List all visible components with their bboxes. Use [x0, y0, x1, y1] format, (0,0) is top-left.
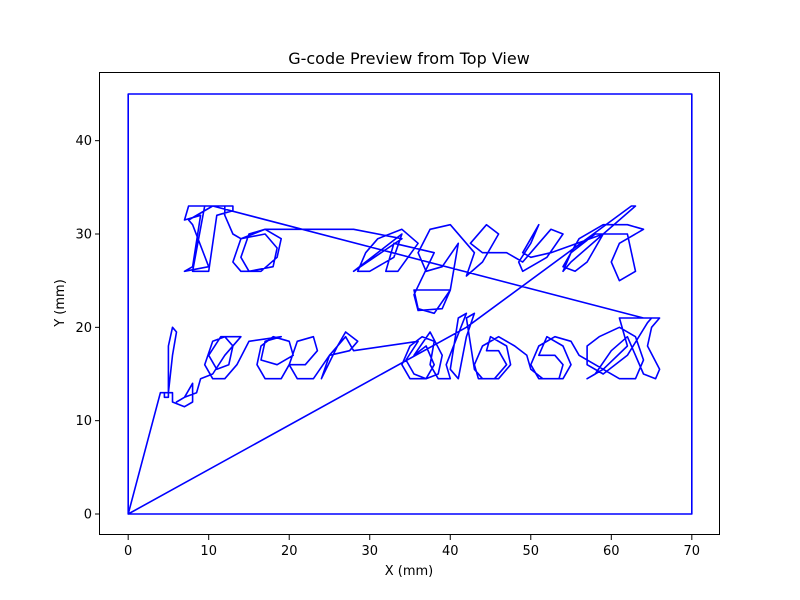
y-tick-label: 40 [75, 134, 92, 149]
x-tick-label: 50 [523, 544, 540, 559]
plot-area [127, 93, 693, 515]
x-axis: 0 10 20 30 40 50 60 70 [124, 535, 700, 559]
x-tick-label: 0 [124, 544, 132, 559]
y-tick-label: 30 [75, 228, 92, 243]
x-tick-label: 40 [442, 544, 459, 559]
x-tick-label: 20 [281, 544, 298, 559]
chart-title: G-code Preview from Top View [288, 49, 530, 68]
y-tick-label: 10 [75, 414, 92, 429]
x-axis-label: X (mm) [385, 564, 434, 579]
x-tick-label: 60 [603, 544, 620, 559]
x-tick-label: 10 [200, 544, 217, 559]
y-axis: 0 10 20 30 40 [75, 134, 100, 523]
toolpath-series-line [127, 93, 693, 515]
y-tick-label: 0 [84, 508, 92, 523]
y-axis-label: Y (mm) [53, 279, 68, 328]
x-tick-label: 70 [684, 544, 701, 559]
x-tick-label: 30 [361, 544, 378, 559]
y-tick-label: 20 [75, 321, 92, 336]
axes-frame [99, 72, 720, 535]
